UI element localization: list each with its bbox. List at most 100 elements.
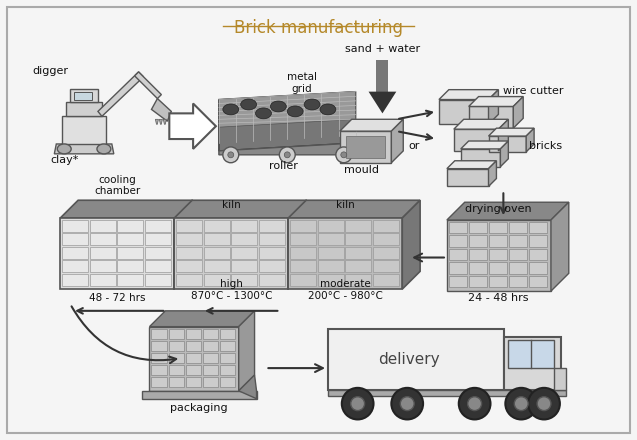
FancyBboxPatch shape [318, 247, 344, 259]
Polygon shape [74, 92, 92, 99]
FancyBboxPatch shape [290, 260, 316, 272]
Polygon shape [461, 141, 508, 149]
Polygon shape [513, 96, 523, 128]
FancyBboxPatch shape [231, 260, 257, 272]
FancyBboxPatch shape [231, 247, 257, 259]
FancyBboxPatch shape [152, 353, 166, 363]
Polygon shape [498, 119, 508, 151]
FancyBboxPatch shape [204, 274, 230, 286]
FancyBboxPatch shape [373, 274, 399, 286]
Polygon shape [340, 119, 403, 131]
Polygon shape [328, 390, 566, 396]
FancyBboxPatch shape [509, 249, 527, 260]
Text: packaging: packaging [170, 403, 228, 413]
FancyBboxPatch shape [145, 247, 171, 259]
Polygon shape [391, 119, 403, 163]
FancyBboxPatch shape [509, 222, 527, 234]
Polygon shape [219, 92, 355, 127]
FancyBboxPatch shape [117, 220, 143, 232]
Circle shape [514, 397, 528, 411]
FancyBboxPatch shape [469, 249, 487, 260]
FancyBboxPatch shape [90, 220, 116, 232]
FancyBboxPatch shape [220, 329, 235, 339]
FancyBboxPatch shape [529, 249, 547, 260]
Polygon shape [155, 119, 159, 124]
FancyBboxPatch shape [509, 235, 527, 247]
Polygon shape [489, 136, 526, 152]
FancyBboxPatch shape [449, 249, 467, 260]
FancyBboxPatch shape [176, 274, 203, 286]
Polygon shape [150, 326, 239, 391]
Text: digger: digger [32, 66, 69, 76]
FancyBboxPatch shape [169, 341, 183, 351]
Polygon shape [239, 311, 255, 391]
FancyBboxPatch shape [469, 235, 487, 247]
FancyBboxPatch shape [345, 220, 371, 232]
Text: 48 - 72 hrs: 48 - 72 hrs [89, 293, 145, 303]
Text: Brick manufacturing: Brick manufacturing [234, 18, 403, 37]
FancyBboxPatch shape [169, 377, 183, 387]
FancyBboxPatch shape [449, 276, 467, 287]
FancyBboxPatch shape [117, 247, 143, 259]
Text: kiln: kiln [336, 200, 355, 210]
FancyBboxPatch shape [203, 353, 218, 363]
Text: kiln: kiln [222, 200, 241, 210]
Polygon shape [66, 102, 102, 116]
Text: cooling
chamber: cooling chamber [94, 175, 140, 196]
Circle shape [537, 397, 551, 411]
Polygon shape [469, 96, 523, 106]
Circle shape [468, 397, 482, 411]
Text: drying oven: drying oven [465, 204, 532, 214]
Circle shape [284, 152, 290, 158]
FancyBboxPatch shape [185, 353, 201, 363]
FancyBboxPatch shape [489, 249, 507, 260]
Polygon shape [61, 218, 175, 289]
Circle shape [391, 388, 423, 419]
Circle shape [342, 388, 373, 419]
FancyBboxPatch shape [509, 262, 527, 274]
Polygon shape [346, 136, 385, 158]
FancyBboxPatch shape [529, 235, 547, 247]
FancyBboxPatch shape [152, 365, 166, 375]
Polygon shape [489, 90, 498, 124]
FancyBboxPatch shape [318, 260, 344, 272]
FancyBboxPatch shape [90, 247, 116, 259]
FancyBboxPatch shape [62, 234, 89, 246]
Circle shape [400, 397, 414, 411]
FancyBboxPatch shape [509, 276, 527, 287]
FancyBboxPatch shape [529, 222, 547, 234]
FancyBboxPatch shape [231, 220, 257, 232]
FancyBboxPatch shape [176, 260, 203, 272]
FancyBboxPatch shape [176, 220, 203, 232]
FancyBboxPatch shape [204, 234, 230, 246]
FancyBboxPatch shape [489, 235, 507, 247]
FancyBboxPatch shape [469, 276, 487, 287]
Text: mould: mould [344, 165, 379, 175]
FancyBboxPatch shape [469, 222, 487, 234]
FancyBboxPatch shape [318, 234, 344, 246]
Circle shape [459, 388, 490, 419]
FancyBboxPatch shape [185, 329, 201, 339]
Polygon shape [152, 99, 171, 121]
FancyBboxPatch shape [220, 377, 235, 387]
Ellipse shape [241, 99, 257, 110]
FancyBboxPatch shape [185, 365, 201, 375]
FancyBboxPatch shape [529, 276, 547, 287]
Polygon shape [219, 92, 355, 151]
Polygon shape [439, 99, 489, 124]
FancyBboxPatch shape [62, 274, 89, 286]
Polygon shape [328, 329, 505, 390]
FancyBboxPatch shape [318, 274, 344, 286]
FancyBboxPatch shape [231, 234, 257, 246]
Polygon shape [169, 103, 216, 149]
Ellipse shape [97, 144, 111, 154]
Text: metal
grid: metal grid [287, 72, 317, 94]
Polygon shape [70, 89, 98, 102]
FancyBboxPatch shape [290, 220, 316, 232]
Polygon shape [447, 202, 569, 220]
Polygon shape [454, 119, 508, 129]
Polygon shape [141, 391, 257, 399]
FancyBboxPatch shape [469, 262, 487, 274]
FancyBboxPatch shape [203, 365, 218, 375]
Polygon shape [219, 143, 355, 155]
